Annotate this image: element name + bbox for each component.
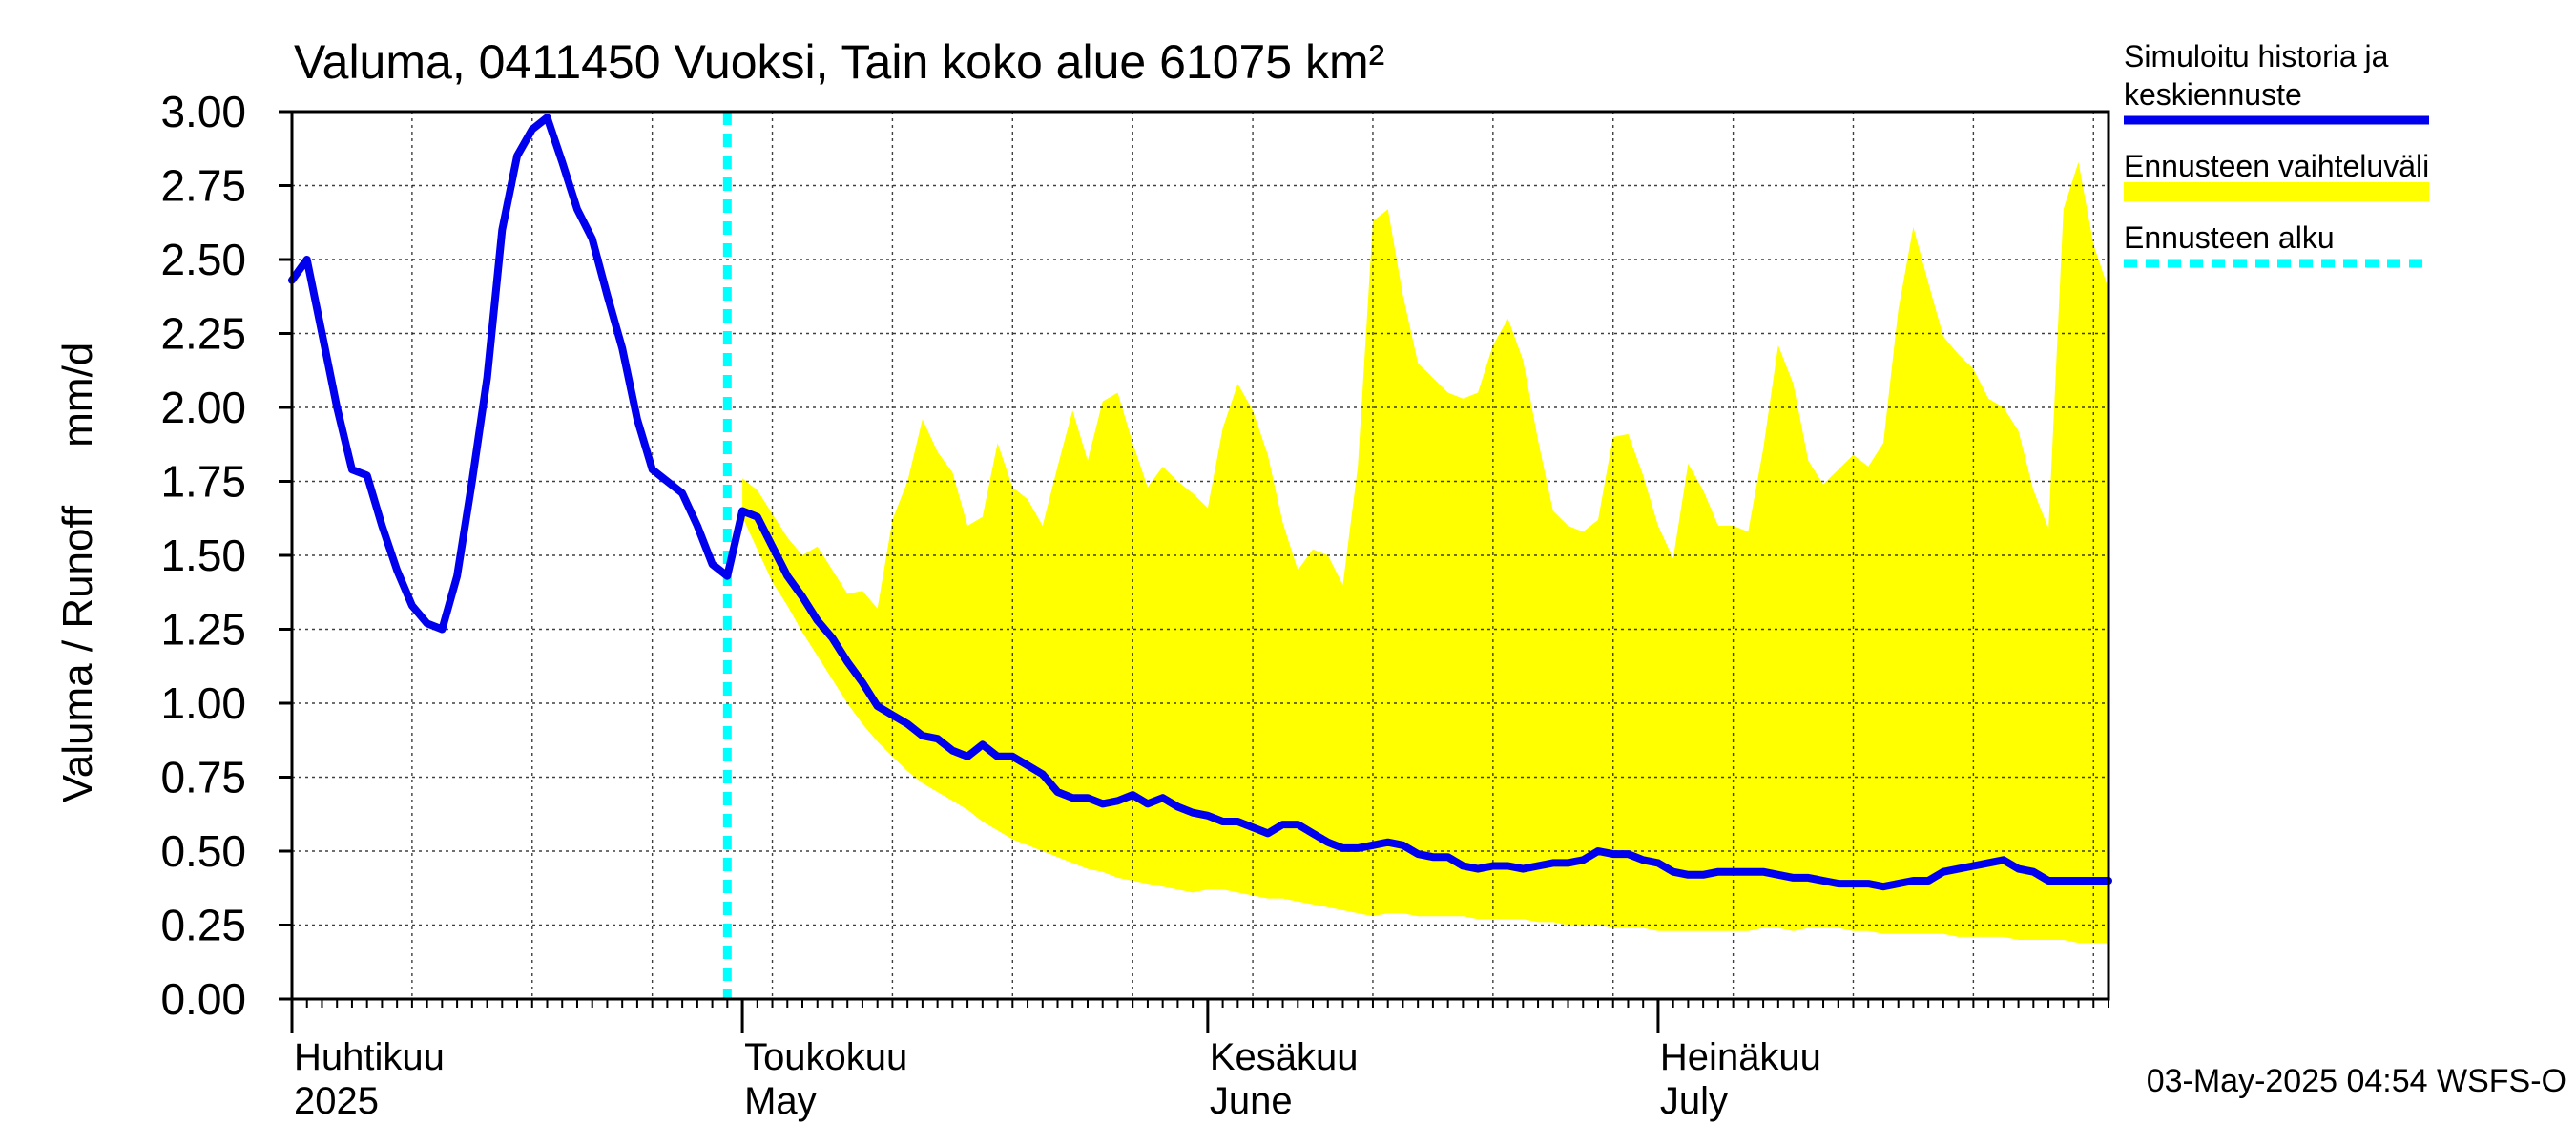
legend: Simuloitu historia ja keskiennuste Ennuste… <box>2124 39 2429 268</box>
y-tick-label: 1.75 <box>160 457 246 507</box>
y-tick-label: 0.50 <box>160 826 246 876</box>
month-sublabel: 2025 <box>294 1080 379 1122</box>
y-tick-label: 1.25 <box>160 605 246 655</box>
y-tick-label: 0.00 <box>160 974 246 1024</box>
y-tick-label: 2.75 <box>160 161 246 211</box>
legend-swatch-band <box>2124 182 2429 201</box>
y-tick-label: 2.25 <box>160 309 246 359</box>
y-axis-label: Valuma / Runoff mm/d <box>54 343 101 803</box>
legend-label: keskiennuste <box>2124 77 2302 112</box>
month-label: Huhtikuu <box>294 1036 445 1078</box>
y-tick-label: 0.25 <box>160 901 246 950</box>
y-tick-label: 2.00 <box>160 383 246 432</box>
month-sublabel: May <box>744 1080 817 1122</box>
legend-label: Simuloitu historia ja <box>2124 39 2389 73</box>
y-tick-label: 1.00 <box>160 678 246 728</box>
legend-label: Ennusteen vaihteluväli <box>2124 149 2429 183</box>
series-layer <box>288 114 2112 891</box>
month-label: Kesäkuu <box>1210 1036 1359 1078</box>
month-sublabel: June <box>1210 1080 1293 1122</box>
chart-title: Valuma, 0411450 Vuoksi, Tain koko alue 6… <box>294 35 1384 89</box>
y-tick-label: 2.50 <box>160 235 246 284</box>
y-tick-label: 3.00 <box>160 87 246 136</box>
month-sublabel: July <box>1660 1080 1728 1122</box>
forecast-band-layer <box>742 161 2109 944</box>
forecast-band <box>742 161 2109 944</box>
month-label: Toukokuu <box>744 1036 907 1078</box>
month-label: Heinäkuu <box>1660 1036 1821 1078</box>
legend-label: Ennusteen alku <box>2124 220 2335 255</box>
y-tick-label: 1.50 <box>160 531 246 580</box>
timestamp-label: 03-May-2025 04:54 WSFS-O <box>2147 1063 2566 1099</box>
y-tick-label: 0.75 <box>160 753 246 802</box>
y-axis: 0.00 0.25 0.50 0.75 1.00 1.25 1.50 1.75 2.00 2.25… <box>160 87 292 1024</box>
series-line-mean <box>288 114 2112 891</box>
